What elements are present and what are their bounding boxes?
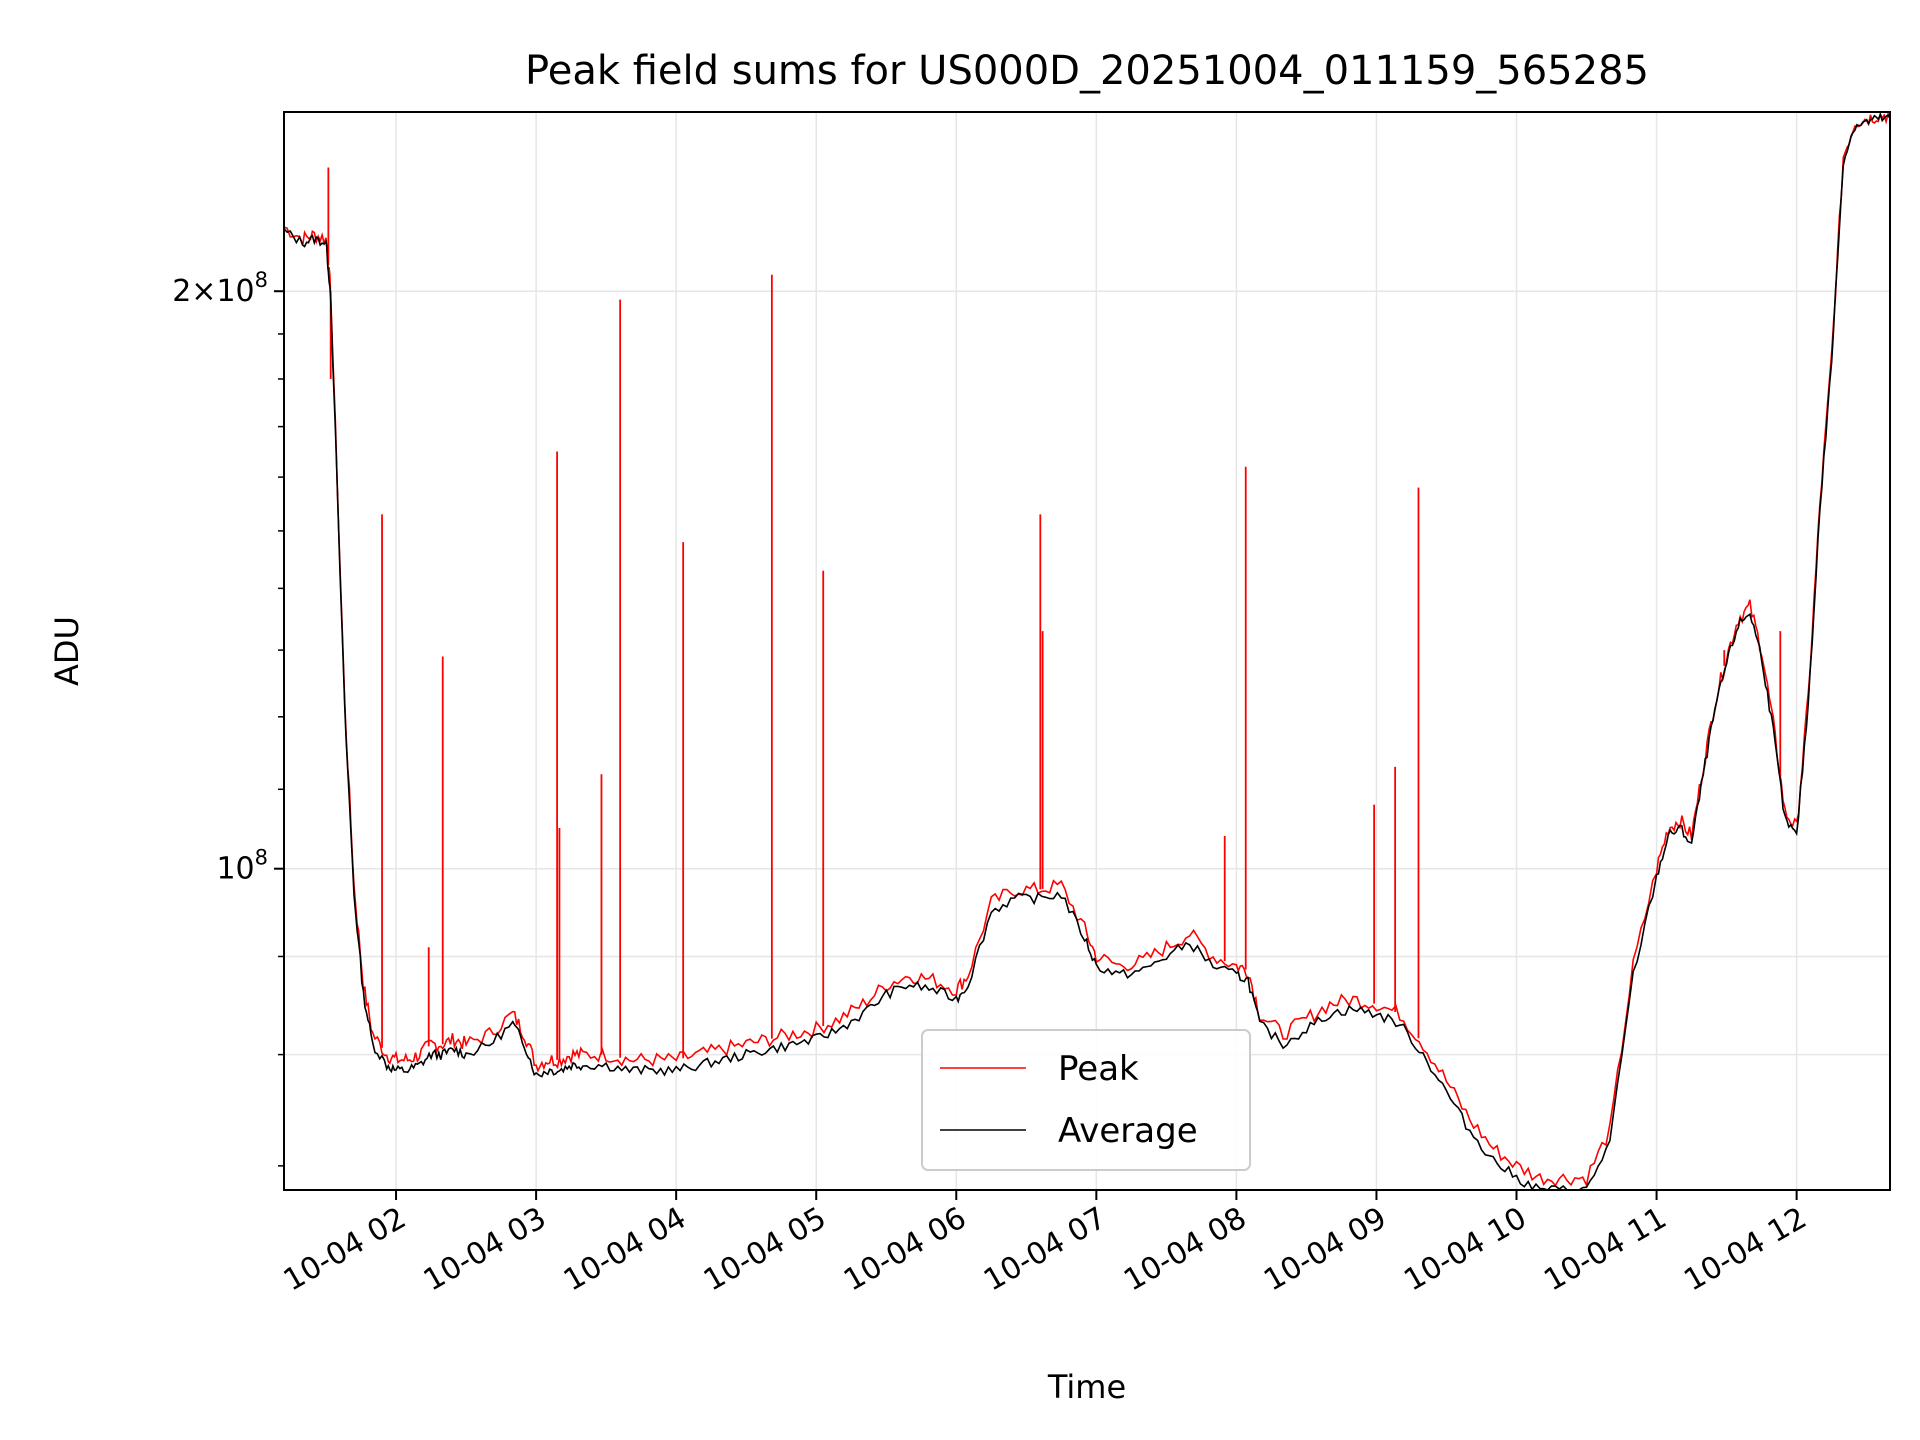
axes-frame (283, 111, 1891, 1191)
plot-area (283, 111, 1891, 1191)
legend-box (921, 1029, 1251, 1171)
y-tick-label: 108 (216, 846, 268, 887)
series-line-peak (283, 111, 1891, 1188)
x-axis-title: Time (1047, 1368, 1126, 1406)
y-axis-title: ADU (48, 616, 86, 686)
legend-label-average: Average (1058, 1111, 1198, 1151)
y-tick-label: 2×108 (172, 268, 268, 309)
series-line-average (283, 112, 1891, 1191)
legend: Peak Average (921, 1029, 1251, 1171)
chart-title: Peak field sums for US000D_20251004_0111… (525, 48, 1649, 94)
legend-label-peak: Peak (1058, 1049, 1139, 1089)
